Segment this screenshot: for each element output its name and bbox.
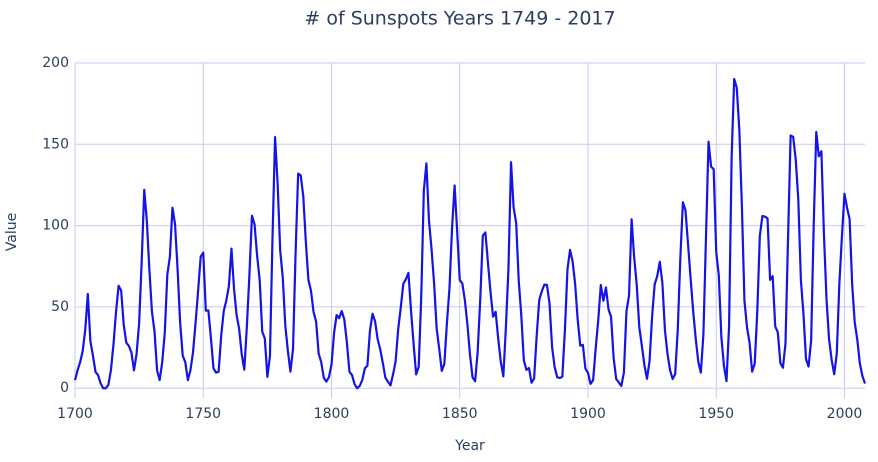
y-tick-label: 0 [60,380,69,396]
x-tick-label: 2000 [827,406,863,422]
x-tick-label: 1900 [570,406,606,422]
x-tick-label: 1950 [698,406,734,422]
y-tick-label: 100 [42,218,69,234]
chart-title: # of Sunspots Years 1749 - 2017 [304,8,615,30]
x-tick-label: 1850 [442,406,478,422]
y-tick-label: 200 [42,55,69,71]
x-axis-label: Year [454,438,485,454]
x-tick-label: 1750 [185,406,221,422]
x-tick-label: 1700 [57,406,93,422]
y-tick-label: 50 [51,299,69,315]
y-tick-label: 150 [42,136,69,152]
data-line [73,77,867,390]
x-tick-label: 1800 [314,406,350,422]
y-axis-label: Value [4,213,20,251]
